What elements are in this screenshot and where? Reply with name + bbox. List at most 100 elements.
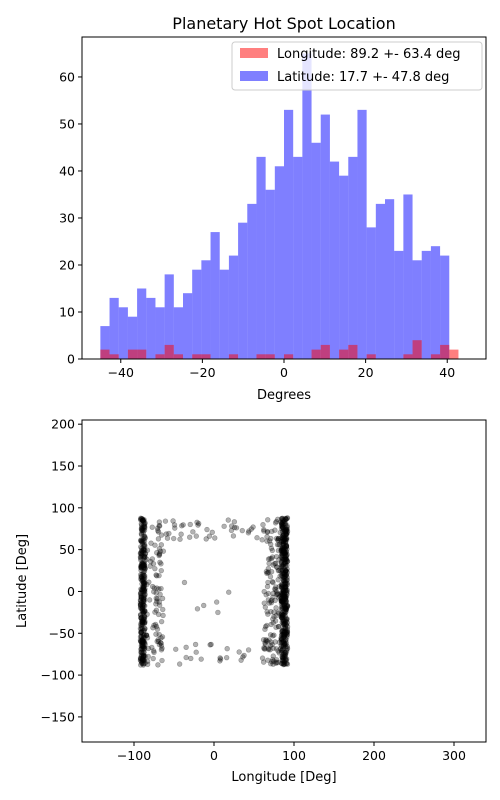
histogram-bar-latitude — [238, 222, 248, 359]
scatter-point — [142, 565, 148, 571]
scatter-point — [281, 634, 288, 640]
scatter-point — [280, 646, 286, 652]
scatter-point — [260, 659, 267, 665]
scatter-point — [282, 656, 289, 662]
scatter-point — [281, 566, 288, 572]
scatter-point — [139, 525, 145, 532]
scatter-point — [160, 606, 166, 613]
scatter-point — [141, 619, 148, 626]
scatter-point — [282, 536, 288, 543]
scatter-point — [152, 621, 159, 628]
scatter-point — [144, 658, 151, 665]
histogram-bar-latitude — [311, 142, 321, 359]
scatter-point — [138, 604, 144, 610]
scatter-point — [272, 586, 279, 593]
scatter-point — [274, 564, 280, 570]
scatter-point — [152, 565, 158, 572]
scatter-point — [283, 567, 289, 574]
scatter-point — [283, 637, 289, 643]
scatter-point — [282, 569, 289, 575]
histogram-bar-longitude — [440, 344, 450, 359]
scatter-point — [140, 604, 146, 610]
scatter-point — [138, 526, 145, 532]
scatter-point — [140, 549, 147, 555]
scatter-point — [283, 595, 289, 601]
histogram-x-label: Degrees — [257, 388, 311, 403]
scatter-point — [282, 546, 288, 552]
y-tick-label: −100 — [41, 668, 75, 683]
scatter-point — [281, 550, 288, 557]
scatter-point — [280, 634, 287, 640]
scatter-point — [140, 615, 147, 622]
scatter-point — [283, 531, 289, 537]
scatter-point — [140, 563, 146, 569]
scatter-point — [282, 654, 288, 660]
scatter-point — [142, 547, 148, 554]
scatter-point — [173, 646, 179, 652]
scatter-point — [140, 584, 146, 590]
scatter-point — [187, 521, 193, 528]
scatter-point — [283, 618, 289, 625]
scatter-point — [273, 605, 279, 611]
scatter-point — [138, 626, 144, 632]
scatter-point — [149, 583, 156, 590]
scatter-point — [279, 541, 286, 547]
scatter-point — [281, 548, 287, 554]
scatter-point — [278, 547, 284, 554]
histogram-bar-latitude — [127, 316, 138, 359]
scatter-point — [284, 574, 290, 580]
scatter-point — [264, 528, 271, 535]
scatter-point — [154, 638, 160, 645]
scatter-point — [141, 643, 147, 650]
scatter-point — [268, 661, 274, 667]
scatter-point — [278, 605, 285, 611]
scatter-point — [273, 659, 280, 665]
scatter-point — [141, 596, 147, 602]
scatter-point — [138, 539, 145, 545]
legend-swatch-latitude — [240, 71, 268, 81]
scatter-point — [284, 552, 290, 558]
scatter-point — [139, 637, 146, 643]
scatter-point — [146, 579, 152, 585]
scatter-point — [272, 618, 279, 624]
scatter-point — [283, 542, 290, 549]
scatter-point — [138, 629, 144, 636]
scatter-point — [279, 639, 285, 645]
scatter-point — [283, 583, 289, 590]
scatter-point — [281, 590, 288, 596]
scatter-point — [139, 606, 145, 612]
scatter-point — [139, 545, 145, 551]
scatter-point — [281, 581, 287, 587]
scatter-point — [283, 548, 290, 555]
scatter-point — [275, 623, 282, 630]
scatter-point — [282, 616, 288, 623]
scatter-point — [142, 533, 148, 540]
scatter-point — [139, 621, 145, 628]
scatter-point — [280, 589, 287, 595]
y-tick-label: 150 — [51, 459, 75, 474]
scatter-point — [138, 629, 144, 635]
scatter-point — [138, 595, 145, 601]
scatter-point — [226, 589, 232, 595]
scatter-point — [279, 582, 285, 589]
histogram-bar-latitude — [320, 114, 330, 359]
scatter-point — [279, 555, 286, 561]
scatter-point — [264, 622, 270, 629]
scatter-point — [141, 587, 148, 594]
scatter-point — [140, 638, 146, 644]
scatter-point — [267, 643, 274, 649]
scatter-point — [207, 642, 213, 648]
scatter-point — [281, 531, 287, 537]
scatter-point — [138, 649, 145, 656]
scatter-point — [139, 641, 145, 647]
scatter-point — [138, 592, 144, 599]
scatter-point — [280, 621, 287, 628]
y-tick-label: 10 — [59, 304, 75, 319]
scatter-point — [278, 584, 285, 591]
scatter-point — [153, 607, 160, 613]
scatter-point — [268, 608, 274, 615]
scatter-point — [282, 561, 289, 567]
scatter-point — [284, 660, 290, 667]
scatter-point — [138, 634, 145, 640]
scatter-point — [239, 527, 246, 534]
